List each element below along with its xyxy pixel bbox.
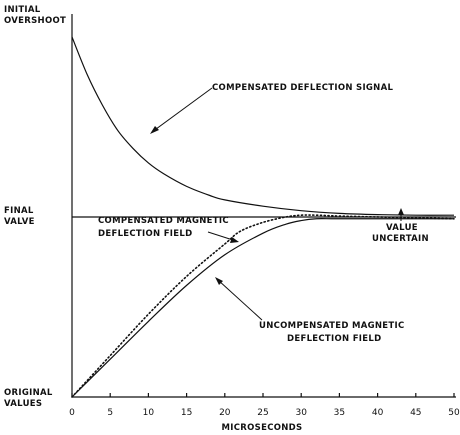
arrowhead-compensated-deflection-signal <box>150 126 159 134</box>
annotation-compensated-magnetic-line1: COMPENSATED MAGNETIC <box>98 216 229 226</box>
x-tick-label-35: 35 <box>334 408 345 418</box>
y-tick-label-2-line1: ORIGINAL <box>4 388 53 398</box>
x-tick-label-20: 20 <box>219 408 231 418</box>
x-tick-label-25: 25 <box>257 408 268 418</box>
annotation-uncompensated-magnetic-line1: UNCOMPENSATED MAGNETIC <box>259 321 404 331</box>
arrow-compensated-deflection-signal <box>151 87 213 133</box>
arrowhead-value-uncertain <box>398 208 404 215</box>
x-tick-label-40: 40 <box>372 408 384 418</box>
annotation-value-uncertain-line1: VALUE <box>386 223 418 233</box>
y-tick-label-0-line2: OVERSHOOT <box>4 16 66 26</box>
arrowhead-compensated-magnetic <box>230 237 239 243</box>
x-tick-label-45: 45 <box>410 408 421 418</box>
series-group <box>71 36 456 398</box>
annotation-compensated-deflection-signal: COMPENSATED DEFLECTION SIGNAL <box>212 83 393 93</box>
x-tick-label-30: 30 <box>295 408 307 418</box>
y-tick-label-0-line1: INITIAL <box>4 5 41 15</box>
x-ticks: 0 5 10 15 20 25 30 35 40 45 50 <box>69 393 460 418</box>
x-tick-label-0: 0 <box>69 408 75 418</box>
annotations: COMPENSATED DEFLECTION SIGNAL COMPENSATE… <box>98 83 429 344</box>
x-tick-label-15: 15 <box>181 408 192 418</box>
series-uncompensated-magnetic-deflection-field <box>71 218 454 398</box>
annotation-value-uncertain-line2: UNCERTAIN <box>372 234 429 244</box>
arrowhead-uncompensated-magnetic <box>215 277 223 285</box>
arrow-uncompensated-magnetic <box>217 279 263 321</box>
x-tick-label-50: 50 <box>448 408 460 418</box>
series-compensated-deflection-signal <box>71 36 455 216</box>
x-axis-label: MICROSECONDS <box>222 423 303 433</box>
y-tick-label-1-line2: VALVE <box>4 217 35 227</box>
x-tick-label-5: 5 <box>107 408 113 418</box>
annotation-uncompensated-magnetic-line2: DEFLECTION FIELD <box>287 334 381 344</box>
annotation-compensated-magnetic-line2: DEFLECTION FIELD <box>98 229 192 239</box>
y-tick-label-2-line2: VALUES <box>4 399 42 409</box>
x-tick-label-10: 10 <box>143 408 155 418</box>
y-tick-label-1-line1: FINAL <box>4 206 34 216</box>
